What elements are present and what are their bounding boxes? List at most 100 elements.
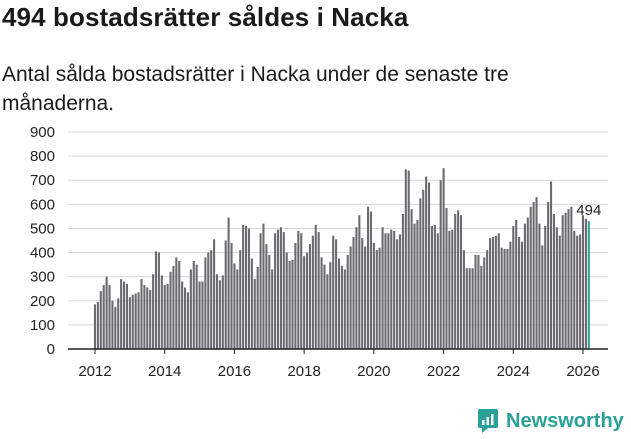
bar xyxy=(576,235,579,349)
bar xyxy=(407,170,410,349)
bar xyxy=(184,287,187,349)
bar xyxy=(195,264,198,349)
bar xyxy=(550,181,553,349)
bar xyxy=(157,252,160,349)
bar xyxy=(552,213,555,349)
bar xyxy=(125,283,128,349)
bar xyxy=(274,233,277,349)
x-tick-label: 2016 xyxy=(218,363,251,380)
bar xyxy=(279,227,282,349)
bar xyxy=(564,212,567,349)
bar xyxy=(349,246,352,349)
bar xyxy=(393,230,396,349)
bar xyxy=(276,229,280,349)
bar xyxy=(314,224,317,349)
value-annotation: 494 xyxy=(576,202,601,219)
bar xyxy=(149,289,152,349)
bar xyxy=(416,220,419,349)
bar xyxy=(428,182,431,349)
bar xyxy=(189,269,192,349)
bar xyxy=(398,234,402,349)
bar xyxy=(108,285,111,349)
bar xyxy=(271,269,274,349)
bar xyxy=(509,241,512,349)
bar xyxy=(114,306,117,349)
bar xyxy=(500,247,503,349)
bar xyxy=(137,292,140,349)
bar xyxy=(561,215,564,349)
bar xyxy=(491,236,494,349)
bar xyxy=(146,287,149,349)
bar xyxy=(250,258,253,349)
bar xyxy=(308,244,311,349)
bar xyxy=(288,260,291,349)
bar xyxy=(489,238,492,349)
bar xyxy=(120,279,123,349)
y-tick-label: 0 xyxy=(47,341,55,358)
bar xyxy=(483,257,486,349)
bar xyxy=(369,211,372,349)
bar xyxy=(448,230,451,349)
bar xyxy=(247,228,250,349)
bar xyxy=(512,226,515,349)
y-tick-label: 200 xyxy=(30,293,55,310)
bar xyxy=(462,250,465,349)
bar xyxy=(361,238,364,349)
bar xyxy=(364,246,367,349)
bar xyxy=(242,224,245,349)
bar xyxy=(477,254,480,349)
bar xyxy=(538,223,541,349)
bar xyxy=(221,275,224,349)
bar xyxy=(175,257,178,349)
bar xyxy=(459,215,463,349)
bar xyxy=(166,283,169,349)
bar xyxy=(494,235,497,349)
bar xyxy=(503,248,506,349)
bar xyxy=(346,254,349,349)
bar xyxy=(317,232,320,349)
bar xyxy=(143,285,146,349)
bar xyxy=(343,269,346,349)
bar xyxy=(390,229,393,349)
bar xyxy=(506,248,509,349)
bar xyxy=(404,169,407,349)
bar xyxy=(355,227,358,349)
bar xyxy=(410,209,413,349)
bar xyxy=(230,242,233,349)
bar xyxy=(340,265,343,349)
bar xyxy=(352,236,355,349)
bar xyxy=(384,233,387,349)
y-tick-label: 300 xyxy=(30,269,55,286)
bar xyxy=(320,257,323,349)
bar xyxy=(134,293,137,349)
bar xyxy=(413,223,416,349)
bar xyxy=(140,279,143,349)
bar xyxy=(105,276,108,349)
bar xyxy=(233,263,236,349)
bar xyxy=(555,227,558,349)
bar xyxy=(297,230,300,349)
bar xyxy=(396,239,399,349)
bar xyxy=(558,235,561,349)
bar xyxy=(375,250,378,349)
y-tick-label: 400 xyxy=(30,245,55,262)
bar xyxy=(262,223,265,349)
bar xyxy=(474,254,477,349)
bar xyxy=(152,274,155,349)
bar xyxy=(285,252,288,349)
x-tick-label: 2026 xyxy=(566,363,599,380)
bar xyxy=(518,236,521,349)
bar xyxy=(282,232,285,349)
bar xyxy=(541,245,544,349)
bar xyxy=(224,240,227,349)
bar xyxy=(529,206,532,349)
bar xyxy=(387,233,390,349)
bar xyxy=(102,285,105,349)
bar xyxy=(181,281,184,349)
bar xyxy=(523,223,526,349)
bar xyxy=(192,260,195,349)
bar xyxy=(381,227,384,349)
bar xyxy=(515,220,518,349)
bar xyxy=(436,233,439,349)
bar xyxy=(218,280,221,349)
